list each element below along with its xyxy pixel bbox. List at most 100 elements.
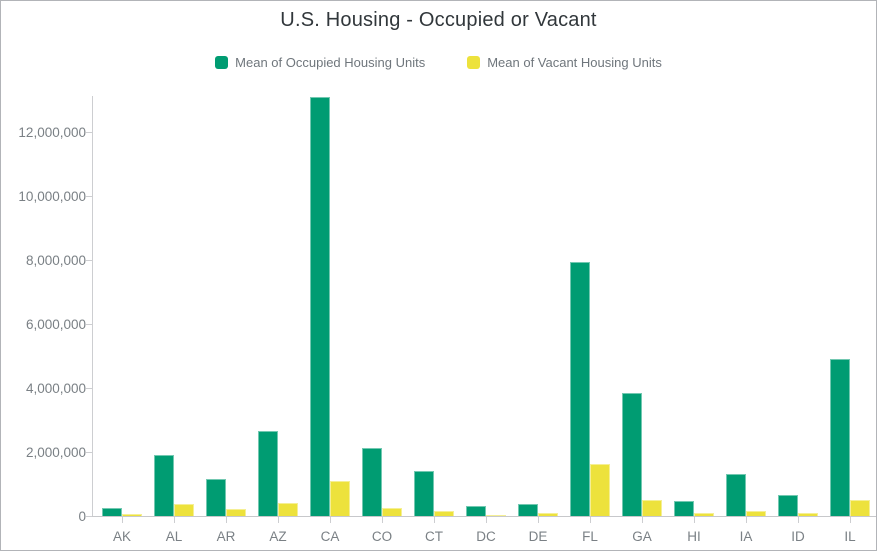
bar-vacant-DE[interactable] — [538, 513, 558, 516]
x-tick-mark — [849, 517, 851, 523]
category-group-CT: CT — [408, 96, 460, 544]
x-tick-mark — [329, 517, 331, 523]
bar-occupied-AZ[interactable] — [258, 431, 278, 516]
x-axis-label-AZ: AZ — [269, 529, 287, 544]
y-axis-label-8000000: 8,000,000 — [25, 253, 86, 268]
bar-vacant-CT[interactable] — [434, 511, 454, 516]
bar-vacant-IA[interactable] — [746, 510, 766, 516]
bar-occupied-IL[interactable] — [830, 359, 850, 516]
x-axis-label-IL: IL — [844, 529, 856, 544]
y-axis-label-0: 0 — [78, 509, 86, 524]
bar-vacant-CA[interactable] — [330, 480, 350, 516]
bar-occupied-IA[interactable] — [726, 474, 746, 516]
bar-occupied-CA[interactable] — [310, 96, 330, 516]
category-group-AZ: AZ — [252, 96, 304, 544]
x-tick-mark — [173, 517, 175, 523]
x-tick-mark — [277, 517, 279, 523]
x-tick-mark — [693, 517, 695, 523]
x-tick-mark — [485, 517, 487, 523]
y-axis-label-4000000: 4,000,000 — [25, 381, 86, 396]
bar-vacant-HI[interactable] — [694, 513, 714, 516]
y-tick-mark — [86, 260, 92, 261]
y-tick-mark — [86, 196, 92, 197]
bar-occupied-HI[interactable] — [674, 500, 694, 516]
x-axis-label-ID: ID — [791, 529, 805, 544]
category-group-DE: DE — [512, 96, 564, 544]
bar-occupied-CO[interactable] — [362, 447, 382, 516]
y-axis-label-2000000: 2,000,000 — [25, 445, 86, 460]
bar-occupied-DE[interactable] — [518, 503, 538, 516]
bar-vacant-ID[interactable] — [798, 512, 818, 516]
category-group-HI: HI — [668, 96, 720, 544]
bar-vacant-GA[interactable] — [642, 499, 662, 516]
chart-title: U.S. Housing - Occupied or Vacant — [280, 9, 597, 31]
x-tick-mark — [121, 517, 123, 523]
category-group-GA: GA — [616, 96, 668, 544]
x-axis-label-AK: AK — [112, 529, 131, 544]
category-group-FL: FL — [564, 96, 616, 544]
x-tick-mark — [641, 517, 643, 523]
x-tick-mark — [797, 517, 799, 523]
y-tick-mark — [86, 132, 92, 133]
category-group-AR: AR — [200, 96, 252, 544]
bar-vacant-AK[interactable] — [122, 514, 142, 516]
bar-occupied-AK[interactable] — [102, 508, 122, 516]
bar-vacant-AR[interactable] — [226, 509, 246, 516]
category-group-AL: AL — [148, 96, 200, 544]
category-group-CA: CA — [304, 96, 356, 544]
x-tick-mark — [745, 517, 747, 523]
y-axis-line — [92, 96, 93, 517]
legend-item-occupied[interactable]: Mean of Occupied Housing Units — [215, 55, 425, 70]
x-tick-mark — [225, 517, 227, 523]
bar-occupied-CT[interactable] — [414, 471, 434, 516]
y-axis-label-12000000: 12,000,000 — [18, 125, 86, 140]
plot-area: 0 2,000,000 4,000,000 6,000,000 8,000,000 10,… — [18, 96, 876, 544]
y-tick-mark — [86, 324, 92, 325]
bar-vacant-AL[interactable] — [174, 503, 194, 516]
category-group-IL: IL — [824, 96, 876, 544]
x-axis-label-CA: CA — [320, 529, 340, 544]
category-group-IA: IA — [720, 96, 772, 544]
bar-occupied-DC[interactable] — [466, 506, 486, 516]
bar-vacant-CO[interactable] — [382, 508, 402, 516]
x-axis-label-HI: HI — [687, 529, 701, 544]
x-axis-label-AR: AR — [216, 529, 236, 544]
y-tick-mark — [86, 516, 92, 517]
x-axis-label-DC: DC — [476, 529, 496, 544]
x-axis-label-CT: CT — [425, 529, 443, 544]
x-axis-label-GA: GA — [632, 529, 652, 544]
y-axis-label-10000000: 10,000,000 — [18, 189, 86, 204]
legend-swatch-occupied-icon — [215, 56, 229, 69]
x-axis-label-DE: DE — [528, 529, 548, 544]
x-axis-label-FL: FL — [582, 529, 598, 544]
legend-item-vacant[interactable]: Mean of Vacant Housing Units — [467, 55, 662, 70]
x-axis-label-IA: IA — [739, 529, 753, 544]
x-axis-label-AL: AL — [165, 529, 183, 544]
bar-occupied-ID[interactable] — [778, 494, 798, 516]
y-tick-mark — [86, 452, 92, 453]
x-tick-mark — [381, 517, 383, 523]
bar-vacant-AZ[interactable] — [278, 503, 298, 516]
category-group-DC: DC — [460, 96, 512, 544]
y-tick-mark — [86, 388, 92, 389]
chart-legend: Mean of Occupied Housing Units Mean of V… — [1, 55, 876, 70]
bar-vacant-IL[interactable] — [850, 499, 870, 516]
y-axis-label-6000000: 6,000,000 — [25, 317, 86, 332]
x-axis-label-CO: CO — [371, 529, 393, 544]
legend-label-vacant: Mean of Vacant Housing Units — [487, 55, 662, 70]
bar-vacant-DC[interactable] — [486, 514, 506, 516]
category-group-AK: AK — [96, 96, 148, 544]
bars-region: AK AL AR AZ CA CO CT DC DE FL GA HI IA ID IL — [96, 96, 876, 544]
bar-occupied-GA[interactable] — [622, 392, 642, 516]
bar-occupied-AR[interactable] — [206, 478, 226, 516]
legend-label-occupied: Mean of Occupied Housing Units — [235, 55, 426, 70]
bar-vacant-FL[interactable] — [590, 463, 610, 516]
bar-occupied-AL[interactable] — [154, 455, 174, 516]
category-group-CO: CO — [356, 96, 408, 544]
x-tick-mark — [537, 517, 539, 523]
x-tick-mark — [589, 517, 591, 523]
bar-occupied-FL[interactable] — [570, 261, 590, 516]
x-tick-mark — [433, 517, 435, 523]
x-axis-line — [92, 516, 876, 517]
